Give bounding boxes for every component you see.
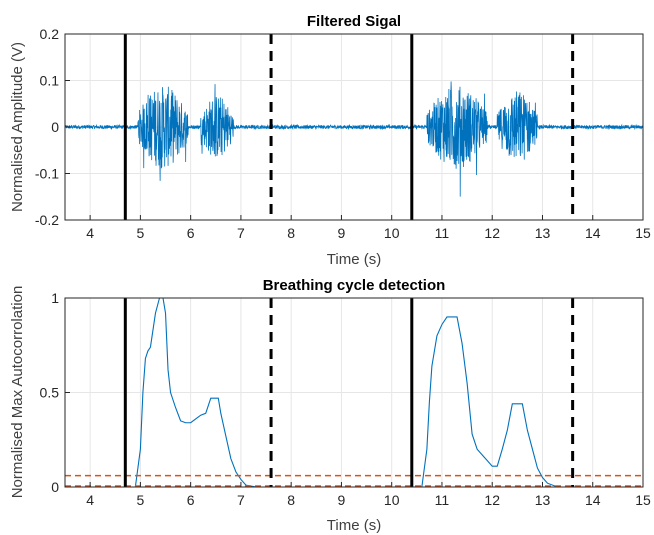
x-tick-label: 14 (585, 225, 601, 241)
chart-title: Filtered Sigal (307, 13, 401, 30)
y-tick-labels: 00.51 (40, 290, 70, 495)
x-tick-label: 15 (635, 492, 651, 508)
y-tick-label: 0.1 (40, 73, 60, 89)
signal-trace (64, 81, 644, 197)
x-tick-label: 9 (338, 225, 346, 241)
x-tick-label: 12 (484, 225, 500, 241)
x-tick-label: 7 (237, 492, 245, 508)
y-tick-label: -0.1 (35, 166, 59, 182)
y-tick-label: 1 (51, 290, 59, 306)
breathing-cycle-chart: Breathing cycle detection 4 5 6 7 8 9 10 11 12 13… (9, 277, 651, 534)
x-tick-labels: 4 5 6 7 8 9 10 11 12 13 14 15 (86, 482, 651, 508)
reference-lines (123, 34, 575, 220)
x-tick-label: 5 (136, 492, 144, 508)
x-axis-label: Time (s) (327, 517, 381, 534)
x-axis-label: Time (s) (327, 251, 381, 268)
x-tick-label: 6 (187, 225, 195, 241)
x-tick-label: 10 (384, 492, 400, 508)
x-tick-label: 8 (287, 225, 295, 241)
y-tick-label: 0 (51, 479, 59, 495)
x-tick-label: 13 (535, 225, 551, 241)
filtered-signal-chart: Filtered Sigal 4 5 6 7 8 9 10 11 12 13 14 15 -0.2-0… (9, 13, 651, 268)
x-tick-label: 4 (86, 225, 94, 241)
y-tick-labels: -0.2 -0.1 0 0.1 0.2 (35, 26, 70, 228)
x-tick-label: 11 (435, 225, 450, 241)
x-tick-label: 9 (338, 492, 346, 508)
reference-lines (65, 298, 643, 487)
y-tick-label: -0.2 (35, 212, 59, 228)
x-tick-label: 5 (136, 225, 144, 241)
x-tick-labels: 4 5 6 7 8 9 10 11 12 13 14 15 (86, 215, 651, 241)
y-tick-label: 0.2 (40, 26, 60, 42)
y-axis-label: Normalised Amplitude (V) (9, 42, 26, 212)
x-tick-label: 15 (635, 225, 651, 241)
x-tick-label: 11 (435, 492, 450, 508)
x-tick-label: 7 (237, 225, 245, 241)
x-tick-label: 12 (484, 492, 500, 508)
chart-title: Breathing cycle detection (263, 277, 446, 294)
x-tick-label: 13 (535, 492, 551, 508)
y-tick-label: 0.5 (40, 385, 60, 401)
signal-series (64, 81, 644, 197)
x-tick-label: 4 (86, 492, 94, 508)
x-tick-label: 8 (287, 492, 295, 508)
x-tick-label: 6 (187, 492, 195, 508)
x-tick-label: 14 (585, 492, 601, 508)
x-tick-label: 10 (384, 225, 400, 241)
y-axis-label: Normalised Max Autocorrolation (9, 286, 26, 499)
y-tick-label: 0 (51, 119, 59, 135)
grid (65, 297, 644, 488)
